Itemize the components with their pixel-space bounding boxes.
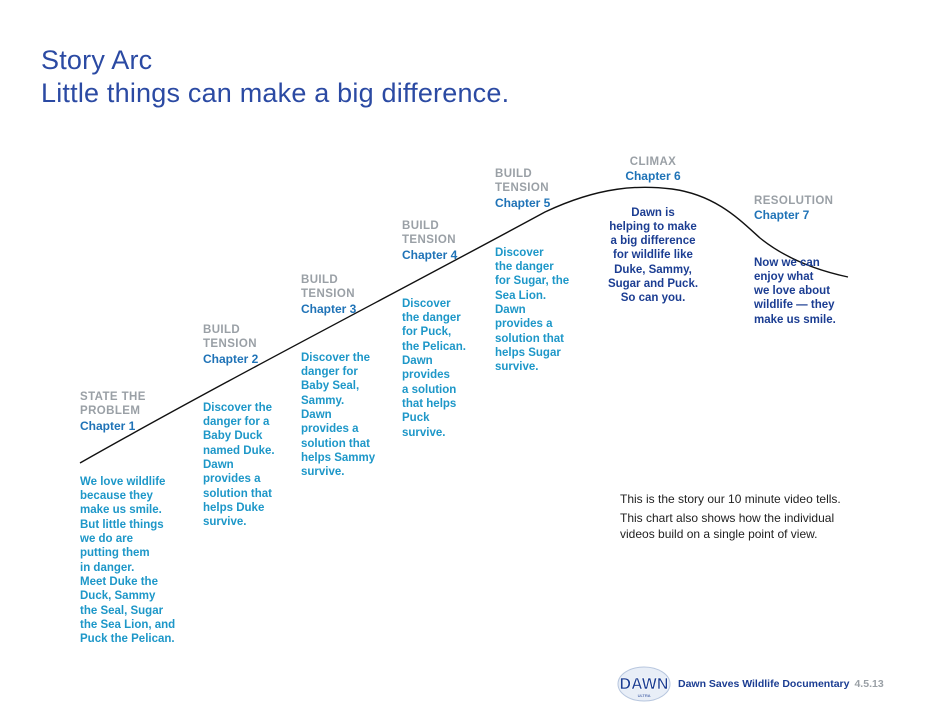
note-line-1: This is the story our 10 minute video te… [620,492,841,506]
stage-chapter-6: CLIMAX Chapter 6 Dawn is helping to make… [597,155,709,306]
stage-kicker: BUILD TENSION [203,324,257,351]
stage-description: Discover the danger for Sugar, the Sea L… [495,246,570,374]
stage-kicker: BUILD TENSION [495,168,549,195]
stage-chapter: Chapter 3 [301,301,357,316]
footer: DAWN ULTRA Dawn Saves Wildlife Documenta… [616,664,884,704]
footer-date: 4.5.13 [854,678,884,690]
logo-subtext: ULTRA [638,693,651,698]
stage-description: We love wildlife because they make us sm… [80,475,176,646]
stage-chapter-5: BUILD TENSION Chapter 5 Discover the dan… [495,167,595,375]
stage-description: Discover the danger for Puck, the Pelica… [402,297,466,439]
stage-description: Now we can enjoy what we love about wild… [754,256,836,326]
stage-chapter-1: STATE THE PROBLEM Chapter 1 We love wild… [80,390,200,646]
stage-kicker: RESOLUTION [754,195,834,207]
stage-kicker: CLIMAX [629,156,677,168]
logo-wordmark: DAWN [620,676,669,693]
stage-kicker: BUILD TENSION [301,274,355,301]
stage-chapter-3: BUILD TENSION Chapter 3 Discover the dan… [301,273,396,480]
stage-chapter: Chapter 4 [402,247,458,262]
dawn-logo-icon: DAWN ULTRA [617,666,671,702]
stage-description: Dawn is helping to make a big difference… [607,206,699,305]
stage-description: Discover the danger for Baby Seal, Sammy… [301,351,376,479]
stage-chapter-2: BUILD TENSION Chapter 2 Discover the dan… [203,323,298,530]
note-line-2: This chart also shows how the individual… [620,511,835,541]
page-title: Story Arc Little things can make a big d… [41,44,509,110]
stage-chapter: Chapter 5 [495,195,551,210]
stage-chapter-7: RESOLUTION Chapter 7 Now we can enjoy wh… [754,194,874,327]
stage-kicker: STATE THE PROBLEM [80,391,146,418]
stage-chapter: Chapter 2 [203,351,259,366]
stage-chapter: Chapter 1 [80,418,136,433]
explanatory-note: This is the story our 10 minute video te… [620,491,841,542]
stage-description: Discover the danger for a Baby Duck name… [203,401,275,529]
stage-chapter-4: BUILD TENSION Chapter 4 Discover the dan… [402,219,494,440]
stage-kicker: BUILD TENSION [402,220,456,247]
title-line-1: Story Arc [41,45,153,75]
arc-line [79,186,849,464]
stage-chapter: Chapter 6 [625,169,681,184]
footer-label: Dawn Saves Wildlife Documentary [678,678,850,690]
stage-chapter: Chapter 7 [754,208,810,223]
title-line-2: Little things can make a big difference. [41,78,510,108]
dawn-logo: DAWN ULTRA [616,665,672,703]
